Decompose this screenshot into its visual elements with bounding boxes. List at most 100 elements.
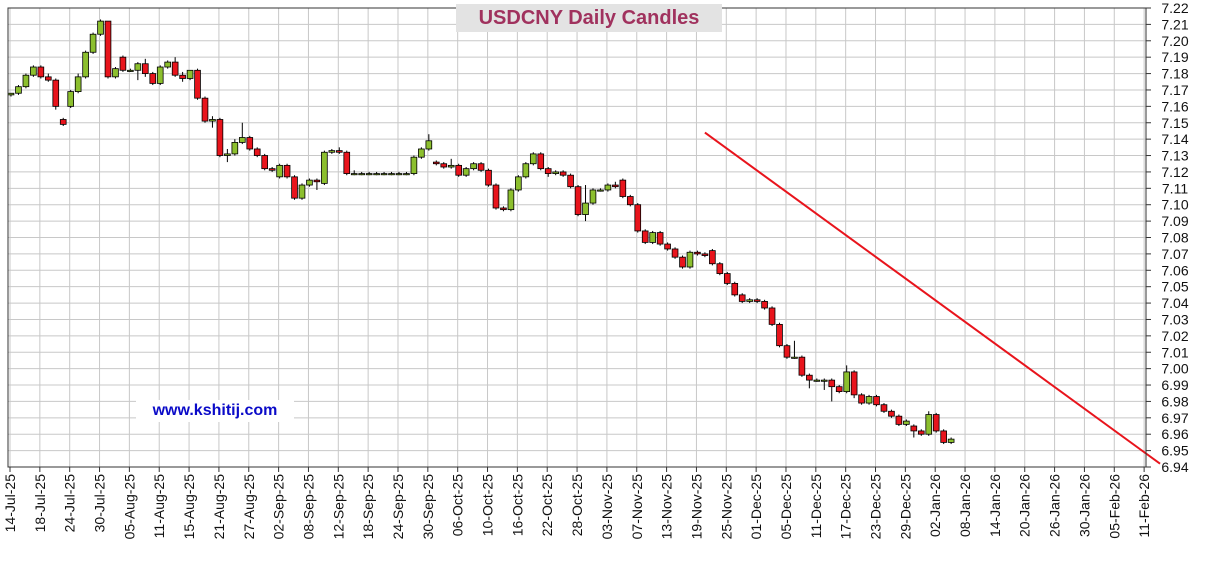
y-tick-label: 7.04	[1161, 295, 1188, 311]
up-candle	[462, 168, 470, 176]
up-candle	[224, 153, 231, 156]
up-candle	[67, 91, 75, 107]
trend-line	[704, 131, 1161, 465]
up-candle	[231, 142, 239, 155]
down-candle	[59, 119, 67, 125]
x-tick-label: 14-Jan-26	[987, 474, 1003, 537]
down-candle	[171, 61, 179, 76]
down-candle	[283, 164, 291, 178]
up-candle	[186, 69, 194, 79]
down-candle	[612, 184, 619, 188]
y-tick-label: 7.21	[1161, 16, 1188, 32]
x-tick-label: 15-Aug-25	[181, 474, 197, 540]
down-candle	[179, 74, 186, 79]
up-candle	[470, 163, 477, 170]
down-candle	[246, 137, 254, 150]
x-tick-label: 13-Nov-25	[659, 474, 675, 540]
x-axis-labels: 14-Jul-25 18-Jul-25 24-Jul-25 30-Jul-25 05-A…	[2, 467, 1152, 539]
down-candle	[850, 371, 858, 396]
x-tick-label: 23-Dec-25	[868, 474, 884, 540]
y-tick-label: 7.10	[1161, 197, 1188, 213]
up-candle	[582, 202, 589, 215]
y-tick-label: 6.98	[1161, 393, 1188, 409]
y-tick-label: 6.96	[1161, 426, 1188, 442]
up-candle	[156, 66, 164, 84]
x-tick-label: 24-Sep-25	[390, 474, 406, 540]
down-candle	[917, 430, 925, 435]
x-tick-label: 21-Aug-25	[211, 474, 227, 540]
up-candle	[238, 137, 246, 143]
y-tick-label: 7.02	[1161, 328, 1188, 344]
down-candle	[477, 163, 485, 171]
up-candle	[843, 371, 850, 392]
down-candle	[619, 179, 627, 197]
y-tick-label: 6.97	[1161, 410, 1188, 426]
down-candle	[880, 404, 888, 412]
up-candle	[903, 420, 910, 425]
up-candle	[410, 156, 418, 174]
up-candle	[97, 20, 104, 35]
x-tick-label: 26-Jan-26	[1047, 474, 1063, 537]
up-candle	[403, 173, 410, 176]
y-tick-label: 6.99	[1161, 377, 1188, 393]
down-candle	[455, 164, 462, 176]
down-candle	[888, 410, 895, 417]
down-candle	[261, 155, 268, 170]
down-candle	[343, 151, 351, 174]
up-candle	[306, 179, 313, 186]
y-tick-label: 7.13	[1161, 148, 1188, 164]
y-tick-label: 7.20	[1161, 33, 1188, 49]
down-candle	[738, 294, 746, 302]
down-candle	[141, 63, 149, 74]
up-candle	[522, 163, 530, 178]
down-candle	[559, 171, 567, 176]
y-tick-label: 7.11	[1162, 180, 1188, 196]
up-candle	[649, 232, 656, 243]
down-candle	[52, 79, 60, 107]
x-tick-label: 22-Oct-25	[539, 474, 555, 536]
down-candle	[783, 345, 791, 358]
x-tick-label: 08-Jan-26	[957, 474, 973, 537]
up-candle	[686, 251, 694, 268]
y-tick-label: 7.12	[1161, 164, 1188, 180]
x-tick-label: 03-Nov-25	[599, 474, 615, 540]
down-candle	[440, 163, 448, 168]
down-candle	[216, 119, 224, 156]
x-tick-label: 02-Jan-26	[927, 474, 943, 537]
down-candle	[104, 20, 112, 78]
down-candle	[910, 425, 918, 432]
y-tick-label: 7.00	[1161, 361, 1188, 377]
up-candle	[358, 173, 365, 176]
x-tick-label: 27-Aug-25	[241, 474, 257, 540]
x-tick-label: 28-Oct-25	[569, 474, 585, 536]
x-tick-label: 17-Dec-25	[838, 474, 854, 540]
watermark-box: www.kshitij.com	[136, 400, 294, 422]
up-candle	[395, 173, 403, 176]
down-candle	[716, 263, 724, 274]
down-candle	[335, 150, 343, 153]
x-tick-label: 30-Sep-25	[420, 474, 436, 540]
chart-grid	[8, 7, 1146, 468]
x-tick-label: 02-Sep-25	[271, 474, 287, 540]
down-candle	[291, 176, 298, 199]
down-candle	[268, 168, 276, 171]
y-tick-label: 7.15	[1161, 115, 1188, 131]
up-candle	[529, 153, 537, 165]
x-tick-label: 11-Aug-25	[151, 474, 167, 539]
x-tick-label: 14-Jul-25	[2, 474, 18, 533]
y-tick-label: 7.06	[1161, 262, 1188, 278]
up-candle	[925, 414, 933, 435]
up-candle	[418, 148, 425, 158]
down-candle	[634, 204, 642, 232]
up-candle	[112, 68, 119, 78]
x-tick-label: 19-Nov-25	[688, 474, 704, 540]
up-candle	[380, 173, 388, 176]
x-tick-label: 11-Feb-26	[1136, 474, 1152, 538]
down-candle	[656, 232, 664, 245]
up-candle	[597, 189, 604, 192]
down-candle	[694, 251, 701, 255]
up-candle	[865, 396, 873, 404]
x-tick-label: 08-Sep-25	[300, 474, 316, 540]
x-tick-label: 05-Aug-25	[121, 474, 137, 540]
up-candle	[746, 299, 753, 302]
